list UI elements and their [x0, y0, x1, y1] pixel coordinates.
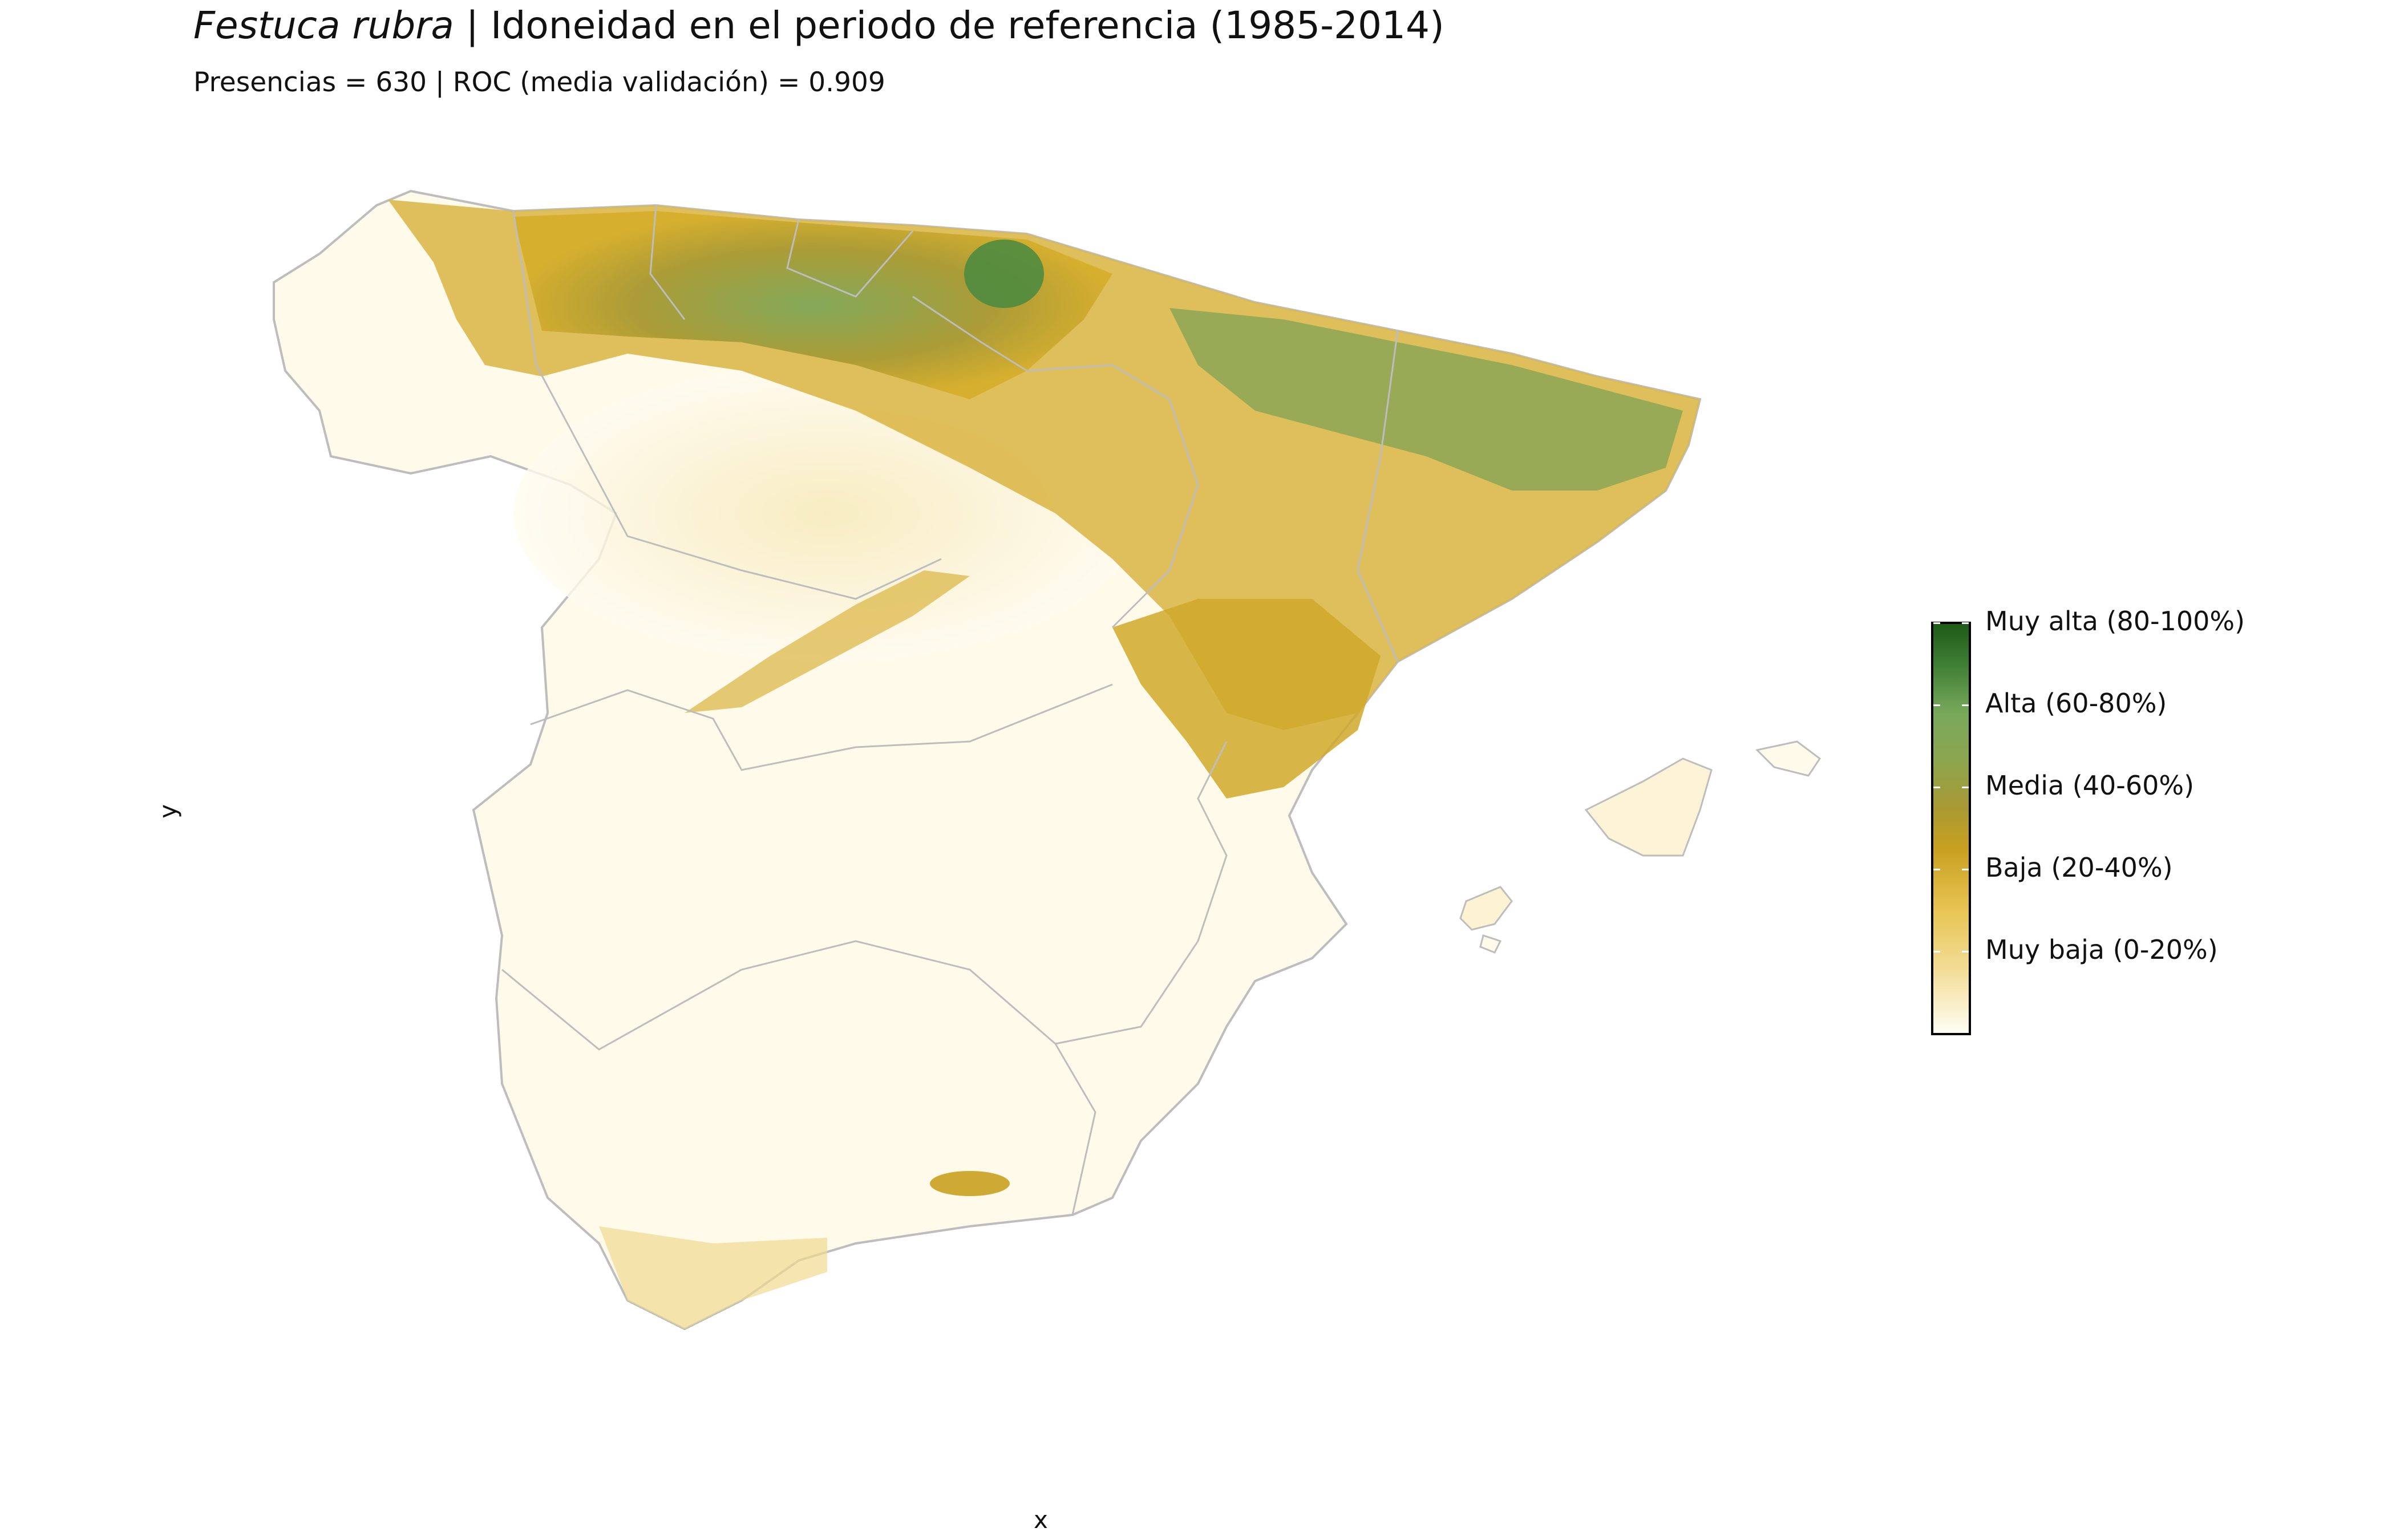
border-line	[535, 364, 942, 600]
border-line	[1111, 399, 1199, 629]
sierra-nevada-zone	[930, 1171, 1010, 1196]
alta-suitability-core	[964, 240, 1044, 308]
border-line	[501, 940, 1199, 1051]
border-line	[1357, 330, 1399, 662]
formentera-island	[1479, 934, 1502, 954]
border-line	[1197, 741, 1228, 942]
iberian-system-zone	[1112, 599, 1381, 799]
menorca-island	[1755, 740, 1822, 777]
mallorca-island	[1584, 757, 1713, 857]
border-line	[912, 295, 1170, 400]
legend-label-media: Media (40-60%)	[1985, 770, 2195, 801]
legend-label-baja: Baja (20-40%)	[1985, 852, 2173, 883]
border-line	[530, 683, 1113, 771]
ibiza-island	[1459, 886, 1513, 931]
border-line	[649, 205, 686, 320]
title-text: | Idoneidad en el periodo de referencia …	[454, 3, 1444, 47]
x-axis-label: x	[1034, 1506, 1048, 1534]
border-line	[512, 210, 537, 366]
legend-label-muy-baja: Muy baja (0-20%)	[1985, 934, 2218, 965]
border-line	[1054, 1043, 1096, 1215]
border-line	[786, 219, 914, 298]
species-name: Festuca rubra	[193, 3, 454, 47]
regional-borders	[501, 205, 1399, 1215]
south-coast-zone	[599, 1226, 827, 1329]
pyrenees-zone	[1169, 308, 1683, 491]
map-title: Festuca rubra | Idoneidad en el periodo …	[193, 3, 1444, 47]
central-system-zone	[685, 570, 970, 713]
y-axis-label: y	[153, 804, 182, 818]
cantabrian-mountains-zone	[513, 211, 1112, 399]
map-subtitle: Presencias = 630 | ROC (media validación…	[193, 67, 885, 98]
legend-label-muy-alta: Muy alta (80-100%)	[1985, 606, 2245, 637]
legend-label-alta: Alta (60-80%)	[1985, 688, 2167, 719]
legend-colorbar	[1931, 622, 1971, 1035]
